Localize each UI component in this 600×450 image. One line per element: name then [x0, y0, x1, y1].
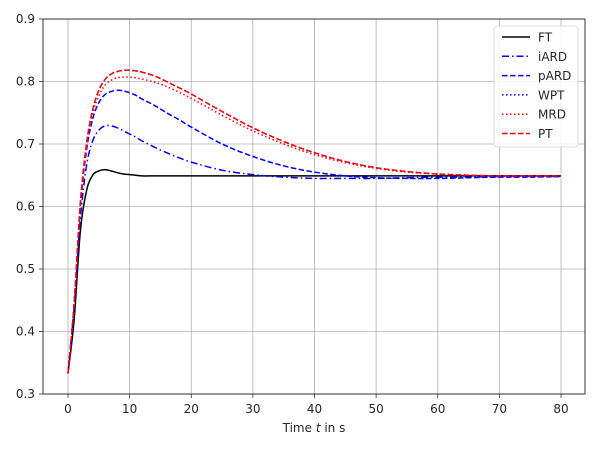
x-tick-label: 0: [64, 402, 72, 416]
x-tick-label: 30: [245, 402, 260, 416]
x-tick-label: 70: [492, 402, 507, 416]
legend: FT iARD pARD WPT MRD PT: [493, 25, 579, 148]
y-tick-label: 0.7: [16, 137, 35, 151]
legend-label-pt: PT: [538, 127, 553, 141]
series-ft-line: [67, 168, 561, 374]
x-tick-label: 40: [307, 402, 322, 416]
y-tick-label: 0.6: [16, 200, 35, 214]
x-tick-label: 80: [553, 402, 568, 416]
y-tick-label: 0.3: [16, 387, 35, 401]
legend-label-wpt: WPT: [538, 88, 565, 102]
y-tick-label: 0.4: [16, 325, 35, 339]
series-mrd-line: [67, 76, 561, 374]
x-tick-label: 60: [430, 402, 445, 416]
x-tick-label: 50: [368, 402, 383, 416]
data-series: [67, 69, 562, 374]
x-axis-ticks: 0 10 20 30 40 50 60 70 80: [64, 394, 569, 416]
series-iard-line: [67, 124, 561, 374]
x-tick-label: 20: [184, 402, 199, 416]
legend-box: [493, 25, 579, 148]
series-pard-line: [67, 89, 562, 374]
y-tick-label: 0.9: [16, 12, 35, 26]
legend-label-iard: iARD: [538, 50, 567, 64]
x-tick-label: 10: [122, 402, 137, 416]
y-tick-label: 0.5: [16, 262, 35, 276]
y-tick-label: 0.8: [16, 75, 35, 89]
legend-label-mrd: MRD: [538, 108, 566, 122]
legend-label-pard: pARD: [538, 69, 571, 83]
y-axis-ticks: 0.3 0.4 0.5 0.6 0.7 0.8 0.9: [16, 12, 43, 401]
legend-label-ft: FT: [538, 31, 553, 45]
x-axis-label: Time t in s: [282, 421, 346, 435]
series-pt-line: [67, 69, 561, 374]
